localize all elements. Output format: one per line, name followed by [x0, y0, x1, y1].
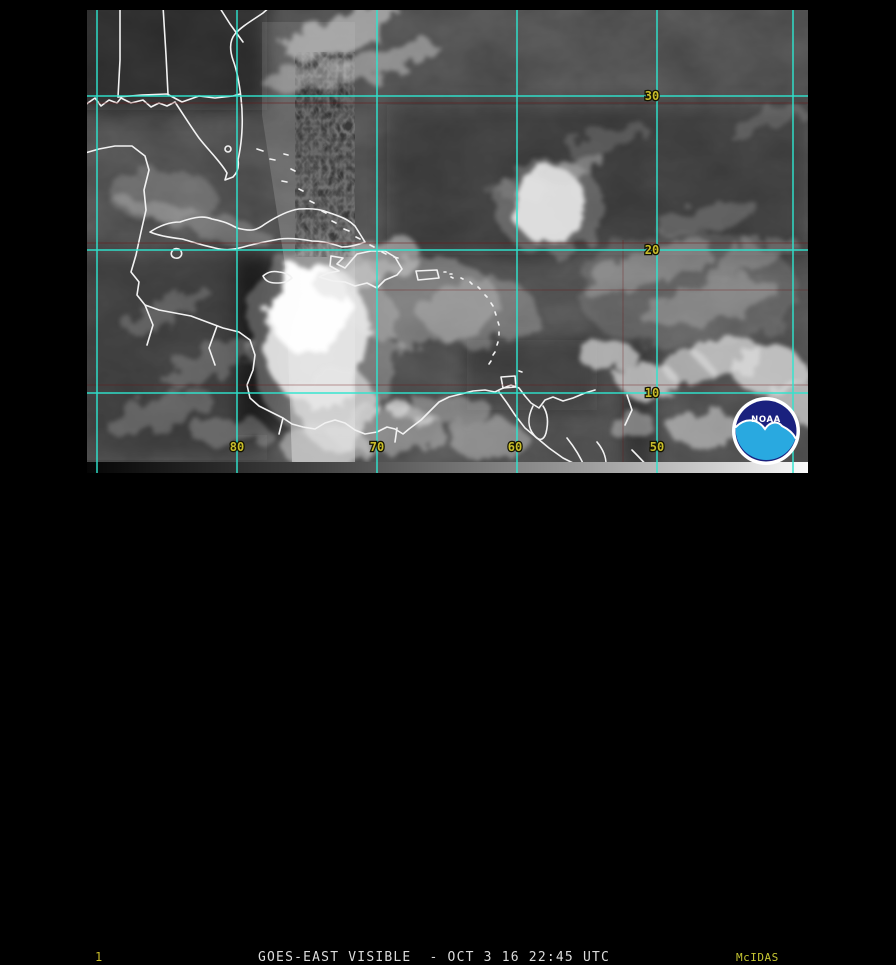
latitude-label-10: 10 [645, 386, 659, 400]
satellite-image: 30 20 10 80 70 60 50 NOAA [87, 10, 808, 475]
frame-number: 1 [95, 950, 103, 964]
status-bar: 1 GOES-EAST VISIBLE - OCT 3 16 22:45 UTC… [0, 473, 896, 965]
longitude-label-60: 60 [508, 440, 522, 454]
longitude-label-50: 50 [650, 440, 664, 454]
latlon-grid [87, 10, 808, 475]
cloud-fields [106, 10, 808, 459]
storm-cluster-atlantic [496, 150, 604, 255]
grid-labels: 30 20 10 80 70 60 50 [228, 88, 665, 456]
noaa-logo: NOAA [732, 397, 800, 465]
mcidas-watermark: McIDAS [736, 951, 779, 964]
latitude-label-30: 30 [645, 89, 659, 103]
longitude-label-70: 70 [370, 440, 384, 454]
image-caption: GOES-EAST VISIBLE - OCT 3 16 22:45 UTC [258, 950, 611, 965]
latitude-label-20: 20 [645, 243, 659, 257]
coastline-overlay [87, 10, 656, 475]
noaa-logo-text: NOAA [751, 415, 781, 425]
mcidas-display-window: 30 20 10 80 70 60 50 NOAA 1 GOES-EAST VI… [0, 10, 896, 965]
satellite-image-panel: 30 20 10 80 70 60 50 NOAA [87, 10, 808, 475]
longitude-label-80: 80 [230, 440, 244, 454]
grayscale-calibration-ramp [87, 462, 808, 475]
aux-grid-red [87, 102, 808, 462]
noaa-gull-icon [734, 419, 797, 439]
